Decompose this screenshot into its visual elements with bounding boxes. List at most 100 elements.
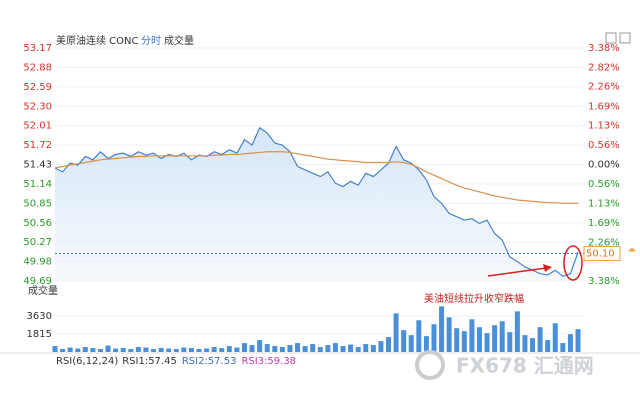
- y2-tick-label: 3.38%: [588, 43, 620, 54]
- y2-tick-label: 0.00%: [588, 160, 620, 171]
- volume-bar: [522, 335, 528, 352]
- rsi-value: RSI3:59.38: [241, 356, 296, 367]
- rsi-value: RSI2:57.53: [182, 356, 237, 367]
- volume-bar: [67, 347, 73, 352]
- volume-bar: [264, 344, 270, 352]
- volume-bar: [181, 347, 187, 352]
- volume-bar: [499, 321, 505, 352]
- y-tick-label: 3630: [27, 311, 52, 322]
- volume-bar: [302, 346, 308, 352]
- y2-tick-label: 1.13%: [588, 198, 620, 209]
- logo: [415, 350, 445, 380]
- y-tick-label: 51.72: [23, 140, 52, 151]
- volume-bar: [166, 348, 172, 352]
- volume-bar: [537, 327, 543, 352]
- volume-bar: [143, 347, 149, 352]
- y-tick-label: 50.56: [23, 218, 52, 229]
- volume-bar: [476, 327, 482, 352]
- volume-bar: [560, 343, 566, 352]
- volume-bar: [416, 320, 422, 352]
- y2-tick-label: 1.69%: [588, 218, 620, 229]
- plot-layer: 53.17 52.88 52.59 52.30 52.01 51.72 51.43 51.14…: [23, 43, 636, 352]
- volume-bar: [211, 347, 217, 352]
- y2-tick-label: 2.26%: [588, 82, 620, 93]
- volume-bar: [355, 347, 361, 352]
- y-tick-label: 52.30: [23, 101, 52, 112]
- volume-bar: [567, 334, 573, 352]
- volume-bar: [158, 348, 164, 352]
- y-tick-label: 1815: [27, 329, 52, 340]
- volume-bar: [90, 348, 96, 352]
- volume-bar: [332, 343, 338, 352]
- volume-bar: [575, 329, 581, 352]
- volume-bar: [514, 311, 520, 352]
- rsi-label: RSI(6,12,24): [56, 356, 118, 367]
- volume-bar: [82, 347, 88, 352]
- volume-bar: [226, 346, 232, 352]
- average-line: [54, 151, 578, 204]
- y-tick-label: 49.69: [23, 276, 52, 287]
- volume-bar: [507, 332, 513, 352]
- y2-tick-label: 0.56%: [588, 140, 620, 151]
- volume-bar: [249, 345, 255, 352]
- volume-bar: [469, 319, 475, 352]
- y-tick-label: 52.59: [23, 82, 52, 93]
- volume-bar: [363, 344, 369, 352]
- volume-bar: [393, 313, 399, 352]
- volume-bar: [295, 343, 301, 352]
- rsi-value: RSI1:57.45: [122, 356, 177, 367]
- volume-bar: [204, 348, 210, 352]
- volume-bar: [492, 325, 498, 352]
- volume-bar: [484, 333, 490, 352]
- volume-bar: [135, 347, 141, 352]
- volume-bar: [439, 306, 445, 352]
- rsi-line: RSI(6,12,24) RSI1:57.45 RSI2:57.53 RSI3:59.…: [56, 356, 296, 367]
- y-tick-label: 50.85: [23, 198, 52, 209]
- y-tick-label: 50.27: [23, 237, 52, 248]
- volume-bar: [461, 331, 467, 352]
- volume-bar: [340, 346, 346, 352]
- volume-bar: [325, 345, 331, 352]
- volume-bar: [348, 344, 354, 352]
- y-tick-label: 53.17: [23, 43, 52, 54]
- price-marker: [628, 247, 636, 252]
- volume-bar: [128, 349, 134, 352]
- mode-tab[interactable]: 分时: [141, 35, 161, 47]
- volume-bar: [151, 349, 157, 352]
- y-tick-label: 51.14: [23, 179, 52, 190]
- volume-bar: [552, 323, 558, 352]
- volume-bar: [257, 340, 263, 352]
- volume-bar: [310, 344, 316, 352]
- y-tick-label: 51.43: [23, 160, 52, 171]
- volume-bar: [287, 345, 293, 352]
- volume-bar: [530, 338, 536, 352]
- volume-bar: [386, 337, 392, 352]
- volume-bar: [370, 345, 376, 352]
- volume-bar: [423, 336, 429, 352]
- toolbar-button[interactable]: [619, 32, 631, 44]
- highlight-circle: [563, 245, 583, 281]
- volume-bar: [105, 345, 111, 352]
- volume-bar: [75, 348, 81, 352]
- volume-bar: [219, 348, 225, 352]
- volume-bar: [60, 349, 66, 352]
- y2-tick-label: 0.56%: [588, 179, 620, 190]
- toolbar-button[interactable]: [605, 32, 617, 44]
- volume-bar: [241, 343, 247, 352]
- volume-bar: [545, 340, 551, 352]
- volume-bar: [113, 348, 119, 352]
- last-price-label: 50.10: [586, 249, 615, 260]
- y2-tick-label: 2.26%: [588, 237, 620, 248]
- volume-bar: [272, 346, 278, 352]
- watermark: FX678 汇通网: [456, 354, 594, 378]
- price-line: [54, 126, 579, 277]
- last-price-box: [583, 246, 621, 262]
- y2-tick-label: 2.82%: [588, 62, 620, 73]
- volume-bar: [431, 324, 437, 352]
- volume-bar: [446, 317, 452, 352]
- volume-bar: [317, 347, 323, 352]
- volume-bar: [120, 348, 126, 352]
- volume-bar: [173, 349, 179, 352]
- volume-bar: [196, 349, 202, 352]
- indicator-tab[interactable]: 成交量: [164, 34, 194, 47]
